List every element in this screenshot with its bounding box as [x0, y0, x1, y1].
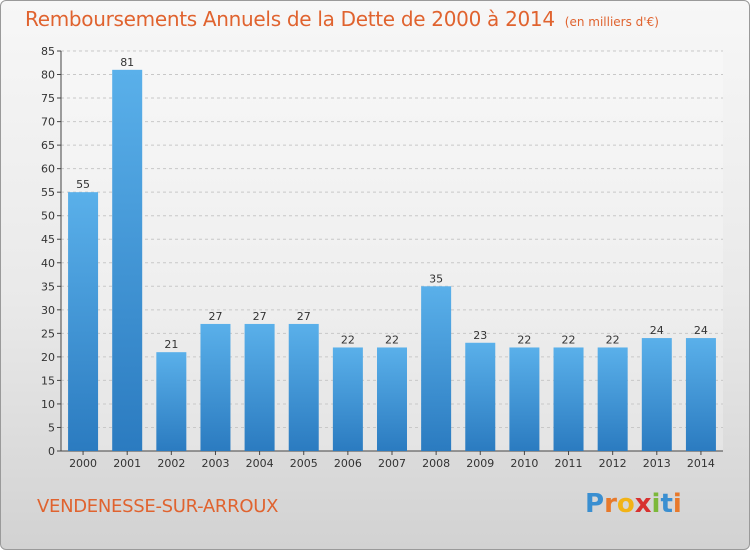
y-tick-label: 20 [41, 351, 55, 364]
y-tick-label: 10 [41, 398, 55, 411]
y-tick-label: 85 [41, 45, 55, 58]
logo-letter: P [585, 489, 605, 519]
y-tick-label: 65 [41, 139, 55, 152]
chart-title: Remboursements Annuels de la Dette de 20… [25, 7, 555, 31]
logo-letter: o [616, 489, 635, 519]
x-tick-label: 2006 [334, 457, 362, 470]
data-label: 22 [606, 333, 620, 346]
bar [597, 347, 628, 451]
y-tick-label: 80 [41, 69, 55, 82]
x-tick-label: 2011 [555, 457, 583, 470]
data-label: 27 [208, 310, 222, 323]
y-tick-label: 40 [41, 257, 55, 270]
x-tick-label: 2014 [687, 457, 715, 470]
x-tick-label: 2012 [599, 457, 627, 470]
chart-units: (en milliers d'€) [564, 15, 659, 29]
title-row: Remboursements Annuels de la Dette de 20… [25, 7, 659, 31]
data-label: 81 [120, 56, 134, 69]
y-tick-label: 5 [48, 421, 55, 434]
y-tick-label: 30 [41, 304, 55, 317]
bar [244, 323, 275, 451]
data-label: 22 [385, 333, 399, 346]
bar [288, 323, 319, 451]
y-tick-label: 45 [41, 233, 55, 246]
y-tick-label: 60 [41, 163, 55, 176]
data-label: 22 [341, 333, 355, 346]
data-label: 22 [517, 333, 531, 346]
y-tick-label: 35 [41, 280, 55, 293]
data-label: 21 [164, 338, 178, 351]
y-tick-label: 75 [41, 92, 55, 105]
x-tick-label: 2013 [643, 457, 671, 470]
logo-letter: x [634, 489, 652, 519]
data-label: 55 [76, 178, 90, 191]
commune-name: VENDENESSE-SUR-ARROUX [37, 496, 279, 517]
x-tick-label: 2008 [422, 457, 450, 470]
logo-letter: i [651, 489, 661, 519]
x-tick-label: 2000 [69, 457, 97, 470]
bar [200, 323, 231, 451]
x-tick-label: 2002 [157, 457, 185, 470]
data-label: 22 [562, 333, 576, 346]
x-tick-label: 2004 [246, 457, 274, 470]
x-tick-label: 2001 [113, 457, 141, 470]
y-tick-label: 25 [41, 327, 55, 340]
bar [553, 347, 584, 451]
bar [156, 352, 187, 451]
x-tick-label: 2009 [466, 457, 494, 470]
y-tick-label: 0 [48, 445, 55, 458]
logo-letter: i [672, 489, 682, 519]
bar [421, 286, 452, 451]
data-label: 27 [253, 310, 267, 323]
y-tick-label: 55 [41, 186, 55, 199]
y-tick-label: 15 [41, 374, 55, 387]
proxiti-logo: Proxiti [585, 489, 682, 519]
data-label: 27 [297, 310, 311, 323]
x-tick-label: 2007 [378, 457, 406, 470]
bar [641, 338, 672, 451]
x-tick-label: 2010 [510, 457, 538, 470]
x-tick-label: 2003 [201, 457, 229, 470]
bar [509, 347, 540, 451]
logo-letter: r [604, 489, 617, 519]
y-tick-label: 50 [41, 210, 55, 223]
logo-letter: t [660, 489, 673, 519]
data-label: 24 [650, 324, 664, 337]
bar [465, 342, 496, 451]
bar [377, 347, 407, 451]
bar [112, 69, 143, 451]
bar [332, 347, 363, 451]
x-tick-label: 2005 [290, 457, 318, 470]
bar [68, 192, 99, 452]
y-tick-label: 70 [41, 116, 55, 129]
data-label: 35 [429, 272, 443, 285]
data-label: 24 [694, 324, 708, 337]
bar [685, 338, 716, 451]
data-label: 23 [473, 329, 487, 342]
